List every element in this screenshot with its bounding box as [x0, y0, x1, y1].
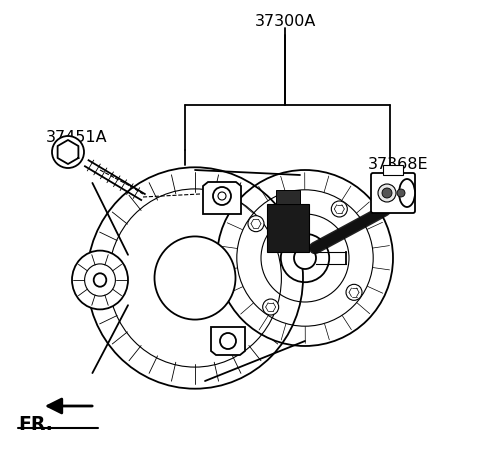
Polygon shape [203, 182, 241, 214]
FancyBboxPatch shape [371, 173, 415, 213]
Circle shape [263, 299, 279, 315]
Bar [267, 204, 309, 252]
Circle shape [331, 201, 348, 217]
Text: 37368E: 37368E [368, 157, 429, 172]
Ellipse shape [72, 251, 128, 309]
Ellipse shape [155, 236, 236, 320]
Bar [276, 190, 300, 204]
Ellipse shape [94, 273, 106, 287]
Circle shape [213, 187, 231, 205]
Polygon shape [58, 140, 78, 164]
Text: 37451A: 37451A [46, 130, 108, 145]
Ellipse shape [294, 247, 316, 269]
Polygon shape [211, 327, 245, 355]
Ellipse shape [399, 179, 415, 207]
Bar [383, 165, 403, 175]
Ellipse shape [217, 170, 393, 346]
Circle shape [346, 284, 362, 300]
Circle shape [397, 189, 405, 197]
Text: 37300A: 37300A [254, 14, 316, 29]
Circle shape [382, 188, 392, 198]
Text: FR.: FR. [18, 415, 53, 434]
Circle shape [220, 333, 236, 349]
Circle shape [248, 216, 264, 232]
Circle shape [52, 136, 84, 168]
Circle shape [378, 184, 396, 202]
